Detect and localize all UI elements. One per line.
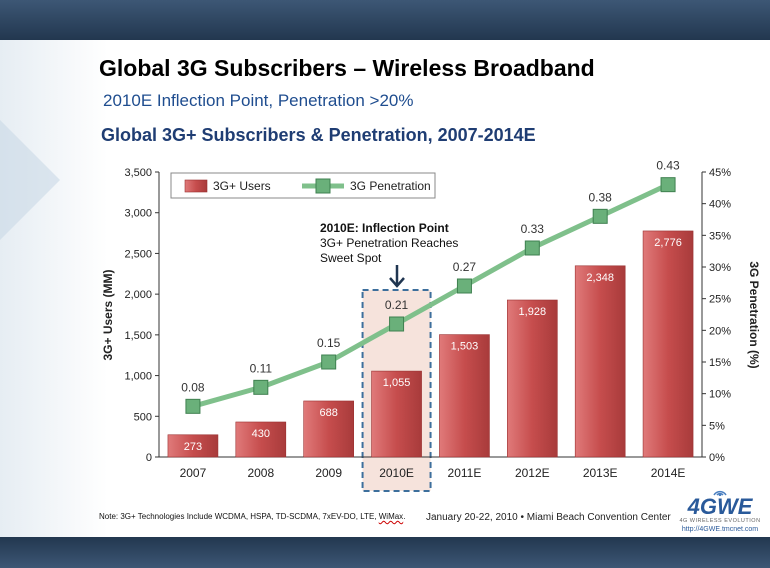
legend-label-penetration: 3G Penetration — [350, 179, 431, 193]
bar-value-label: 1,928 — [519, 306, 547, 318]
bar-value-label: 2,348 — [586, 272, 614, 284]
y2-tick-label: 35% — [709, 230, 731, 242]
footnote-text: Note: 3G+ Technologies Include WCDMA, HS… — [99, 512, 379, 521]
footnote: Note: 3G+ Technologies Include WCDMA, HS… — [99, 512, 405, 521]
x-tick-label: 2009 — [315, 466, 342, 480]
penetration-value-label: 0.38 — [589, 190, 613, 204]
legend-label-users: 3G+ Users — [213, 179, 271, 193]
bar-value-label: 273 — [184, 441, 202, 453]
penetration-marker — [592, 208, 608, 224]
bottom-bar — [0, 537, 770, 568]
x-tick-label: 2012E — [515, 466, 550, 480]
y-tick-label: 2,000 — [124, 289, 152, 301]
top-bar — [0, 0, 770, 40]
penetration-marker — [660, 177, 676, 193]
y-tick-label: 0 — [146, 452, 152, 464]
y2-tick-label: 25% — [709, 294, 731, 306]
penetration-value-label: 0.43 — [656, 159, 680, 173]
y2-tick-label: 40% — [709, 199, 731, 211]
x-tick-label: 2008 — [247, 466, 274, 480]
legend: 3G+ Users 3G Penetration — [170, 172, 436, 199]
legend-swatch-marker — [315, 178, 331, 194]
x-tick-label: 2013E — [583, 466, 618, 480]
bar-3g-users — [439, 334, 490, 458]
penetration-line — [192, 182, 670, 409]
penetration-marker — [185, 398, 201, 414]
penetration-marker — [321, 354, 337, 370]
x-tick-label: 2007 — [180, 466, 207, 480]
chart-title: Global 3G+ Subscribers & Penetration, 20… — [101, 125, 536, 145]
bar-3g-users — [235, 421, 287, 458]
bar-3g-users — [167, 434, 219, 458]
bar-3g-users — [303, 400, 354, 458]
event-info: January 20-22, 2010 • Miami Beach Conven… — [426, 512, 671, 523]
brand-logo: 4GWE 4G WIRELESS EVOLUTION http://4GWE.t… — [676, 486, 764, 533]
penetration-value-label: 0.27 — [453, 260, 477, 274]
bar-3g-users — [642, 230, 694, 458]
penetration-value-label: 0.33 — [521, 222, 545, 236]
x-tick-label: 2014E — [651, 466, 686, 480]
y2-axis-label: 3G Penetration (%) — [747, 261, 761, 368]
penetration-value-label: 0.21 — [385, 298, 409, 312]
x-tick-label: 2010E — [379, 466, 414, 480]
penetration-value-label: 0.08 — [181, 380, 205, 394]
legend-swatch-bar — [184, 179, 208, 193]
bar-value-label: 688 — [320, 407, 338, 419]
y2-tick-label: 20% — [709, 325, 731, 337]
chevron-decoration-icon — [0, 120, 60, 240]
y-tick-label: 500 — [134, 411, 152, 423]
y-axis-label: 3G+ Users (MM) — [101, 269, 115, 360]
y2-tick-label: 30% — [709, 262, 731, 274]
bar-value-label: 1,503 — [451, 341, 479, 353]
bar-value-label: 2,776 — [654, 237, 682, 249]
y-tick-label: 1,500 — [124, 330, 152, 342]
annotation-text: 2010E: Inflection Point — [320, 221, 449, 235]
logo-text: 4GWE — [687, 494, 753, 519]
x-tick-label: 2011E — [448, 466, 482, 480]
bar-3g-users — [371, 370, 422, 458]
penetration-value-label: 0.11 — [250, 361, 273, 375]
annotation-text: Sweet Spot — [320, 251, 382, 265]
annotation-text: 3G+ Penetration Reaches — [320, 236, 458, 250]
slide-title: Global 3G Subscribers – Wireless Broadba… — [99, 55, 595, 81]
y2-tick-label: 0% — [709, 452, 725, 464]
penetration-marker — [524, 240, 540, 256]
y-tick-label: 3,500 — [124, 167, 152, 179]
penetration-marker — [253, 379, 269, 395]
y2-tick-label: 15% — [709, 357, 731, 369]
y-tick-label: 2,500 — [124, 248, 152, 260]
annotation-arrow-head-icon — [389, 277, 405, 288]
y2-tick-label: 5% — [709, 420, 725, 432]
penetration-marker — [456, 278, 472, 294]
bar-3g-users — [507, 299, 558, 458]
bar-value-label: 1,055 — [383, 377, 411, 389]
logo-url: http://4GWE.tmcnet.com — [681, 526, 759, 533]
y-tick-label: 3,000 — [124, 208, 152, 220]
footnote-wimax: WiMax — [378, 512, 404, 521]
bar-value-label: 430 — [252, 428, 270, 440]
y2-tick-label: 10% — [709, 389, 731, 401]
penetration-marker — [389, 316, 405, 332]
signal-icon — [713, 490, 727, 496]
footnote-end: . — [403, 512, 406, 521]
slide-subtitle: 2010E Inflection Point, Penetration >20% — [103, 91, 414, 110]
penetration-value-label: 0.15 — [317, 336, 341, 350]
bar-3g-users — [574, 265, 626, 458]
y-tick-label: 1,000 — [124, 371, 152, 383]
y2-tick-label: 45% — [709, 167, 731, 179]
logo-tagline: 4G WIRELESS EVOLUTION — [679, 518, 761, 524]
